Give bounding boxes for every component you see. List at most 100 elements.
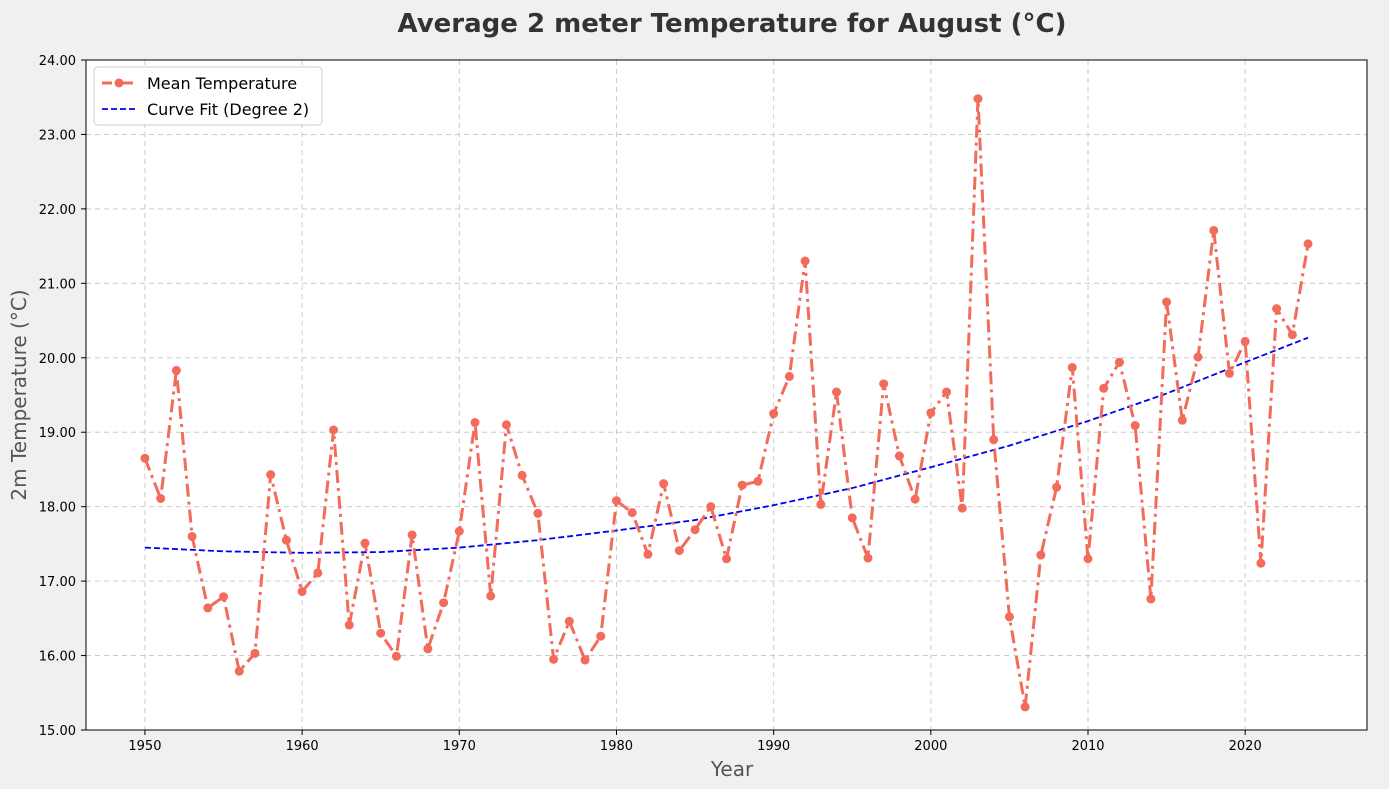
mean-temperature-point — [753, 476, 763, 486]
legend-fit-label: Curve Fit (Degree 2) — [147, 100, 309, 119]
mean-temperature-point — [266, 470, 276, 480]
legend-mean-marker — [114, 78, 124, 88]
mean-temperature-point — [737, 480, 747, 490]
y-tick-label: 24.00 — [39, 54, 76, 69]
mean-temperature-point — [1036, 550, 1046, 560]
mean-temperature-point — [863, 553, 873, 563]
mean-temperature-point — [1256, 558, 1266, 568]
mean-temperature-point — [1240, 336, 1250, 346]
y-tick-label: 23.00 — [39, 128, 76, 143]
mean-temperature-point — [800, 256, 810, 266]
plot-frame — [85, 59, 1368, 731]
mean-temperature-point — [957, 503, 967, 513]
curve-fit-line — [144, 336, 1309, 554]
mean-temperature-point — [486, 591, 496, 601]
mean-temperature-point — [1209, 225, 1219, 235]
mean-temperature-point — [203, 603, 213, 613]
mean-temperature-point — [329, 425, 339, 435]
mean-temperature-point — [1114, 357, 1124, 367]
plot-background — [86, 60, 1367, 730]
y-tick-label: 21.00 — [39, 277, 76, 292]
mean-temperature-point — [1193, 352, 1203, 362]
mean-temperature-point — [219, 592, 229, 602]
mean-temperature-point — [973, 94, 983, 104]
x-tick-label: 1980 — [600, 739, 633, 754]
y-tick-label: 18.00 — [39, 501, 76, 516]
mean-temperature-point — [533, 508, 543, 518]
mean-temperature-point — [674, 546, 684, 556]
mean-temperature-point — [690, 525, 700, 535]
mean-temperature-point — [832, 387, 842, 397]
x-tick-label: 1990 — [757, 739, 790, 754]
x-axis-label: Year — [710, 757, 754, 781]
mean-temperature-point — [549, 654, 559, 664]
mean-temperature-point — [344, 620, 354, 630]
mean-temperature-point — [1004, 612, 1014, 622]
mean-temperature-point — [187, 531, 197, 541]
y-tick-label: 19.00 — [39, 426, 76, 441]
mean-temperature-point — [1287, 330, 1297, 340]
legend-box — [93, 66, 323, 126]
mean-temperature-point — [910, 494, 920, 504]
mean-temperature-point — [1020, 702, 1030, 712]
mean-temperature-point — [1224, 368, 1234, 378]
mean-temperature-point — [847, 513, 857, 523]
mean-temperature-point — [879, 379, 889, 389]
mean-temperature-point — [769, 409, 779, 419]
mean-temperature-point — [596, 631, 606, 641]
mean-temperature-point — [454, 526, 464, 536]
mean-temperature-point — [784, 371, 794, 381]
mean-temperature-point — [376, 628, 386, 638]
mean-temperature-point — [439, 598, 449, 608]
y-tick-label: 16.00 — [39, 650, 76, 665]
mean-temperature-point — [1083, 554, 1093, 564]
legend-mean-label: Mean Temperature — [147, 74, 297, 93]
mean-temperature-point — [643, 549, 653, 559]
mean-temperature-point — [580, 655, 590, 665]
mean-temperature-point — [171, 365, 181, 375]
mean-temperature-point — [1052, 482, 1062, 492]
mean-temperature-point — [894, 451, 904, 461]
mean-temperature-point — [1162, 297, 1172, 307]
mean-temperature-point — [1303, 239, 1313, 249]
mean-temperature-point — [423, 644, 433, 654]
mean-temperature-point — [816, 499, 826, 509]
mean-temperature-point — [926, 408, 936, 418]
mean-temperature-point — [722, 554, 731, 564]
mean-temperature-point — [1272, 304, 1282, 314]
mean-temperature-point — [989, 435, 999, 445]
x-tick-label: 1950 — [128, 739, 161, 754]
mean-temperature-point — [407, 530, 417, 540]
x-tick-label: 2010 — [1071, 739, 1104, 754]
x-tick-label: 2020 — [1229, 739, 1262, 754]
mean-temperature-point — [281, 535, 291, 545]
y-tick-label: 17.00 — [39, 575, 76, 590]
y-tick-label: 22.00 — [39, 203, 76, 218]
y-tick-label: 15.00 — [39, 724, 76, 739]
mean-temperature-point — [1146, 594, 1156, 604]
mean-temperature-point — [517, 470, 527, 480]
plot-area: 1950 1960 1970 1980 1990 2000 2010 2020 15.00 16.… — [39, 54, 1368, 754]
mean-temperature-point — [313, 568, 323, 578]
y-axis-label: 2m Temperature (°C) — [7, 289, 31, 500]
mean-temperature-point — [1177, 415, 1187, 425]
mean-temperature-point — [391, 651, 401, 661]
y-tick-label: 20.00 — [39, 352, 76, 367]
mean-temperature-point — [250, 648, 260, 658]
mean-temperature-point — [360, 538, 370, 548]
x-tick-label: 2000 — [914, 739, 947, 754]
mean-temperature-point — [1130, 421, 1140, 431]
mean-temperature-point — [706, 502, 716, 512]
mean-temperature-point — [564, 616, 574, 626]
mean-temperature-point — [501, 420, 511, 430]
mean-temperature-point — [470, 418, 480, 428]
mean-temperature-point — [659, 479, 669, 489]
mean-temperature-point — [611, 496, 621, 506]
x-tick-label: 1960 — [286, 739, 319, 754]
mean-temperature-point — [140, 453, 150, 463]
legend: Mean Temperature Curve Fit (Degree 2) — [93, 66, 323, 126]
chart-title: Average 2 meter Temperature for August (… — [398, 9, 1067, 39]
mean-temperature-point — [234, 666, 244, 676]
mean-temperature-point — [297, 587, 307, 597]
